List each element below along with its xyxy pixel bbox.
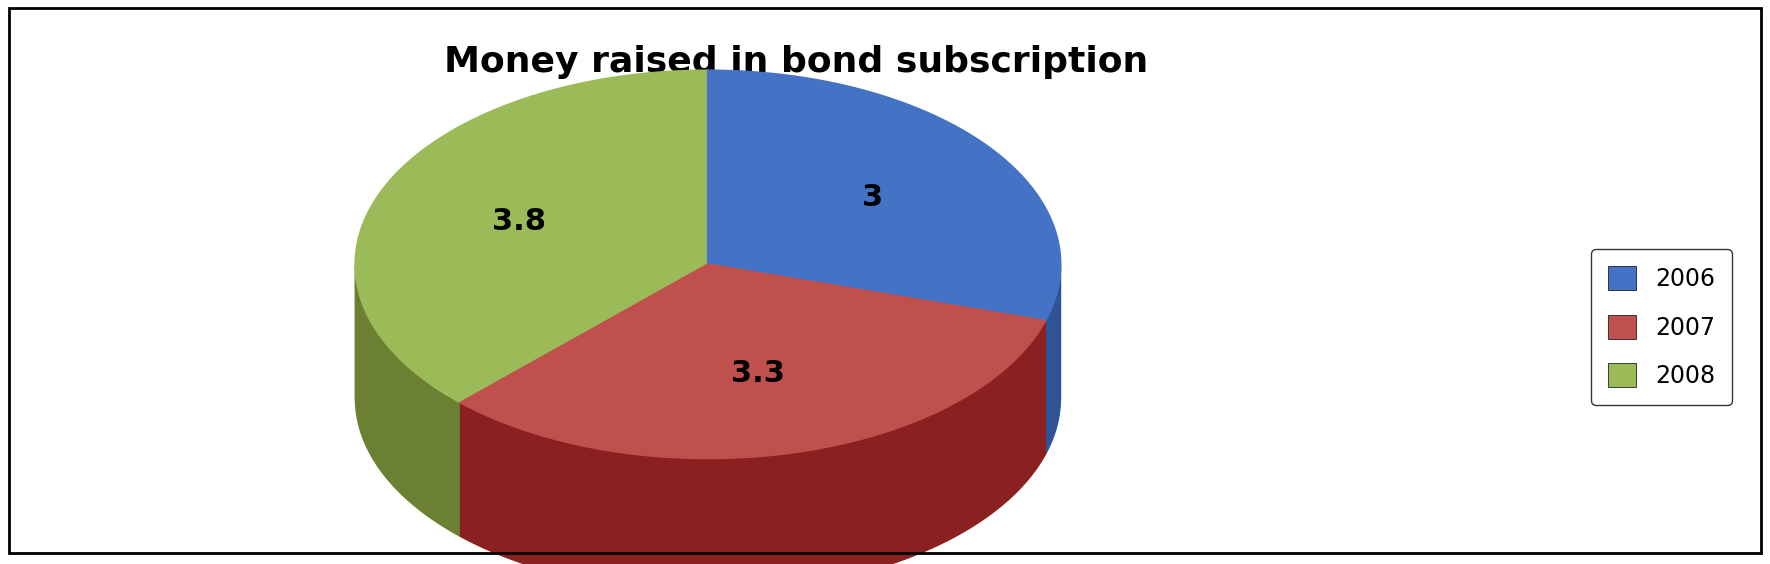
Polygon shape (708, 265, 1044, 455)
Text: 3: 3 (862, 183, 883, 212)
Polygon shape (460, 265, 708, 536)
Polygon shape (356, 265, 708, 400)
Text: 3.8: 3.8 (492, 207, 545, 236)
Polygon shape (356, 266, 460, 536)
Legend: 2006, 2007, 2008: 2006, 2007, 2008 (1591, 249, 1731, 405)
Polygon shape (460, 265, 708, 536)
Polygon shape (1044, 265, 1060, 455)
Text: 3.3: 3.3 (731, 359, 786, 388)
Polygon shape (356, 70, 708, 403)
Text: Money raised in bond subscription: Money raised in bond subscription (444, 45, 1149, 79)
Polygon shape (708, 70, 1060, 321)
Polygon shape (460, 321, 1044, 564)
Polygon shape (708, 265, 1044, 455)
Polygon shape (460, 265, 1044, 458)
Polygon shape (708, 265, 1060, 399)
